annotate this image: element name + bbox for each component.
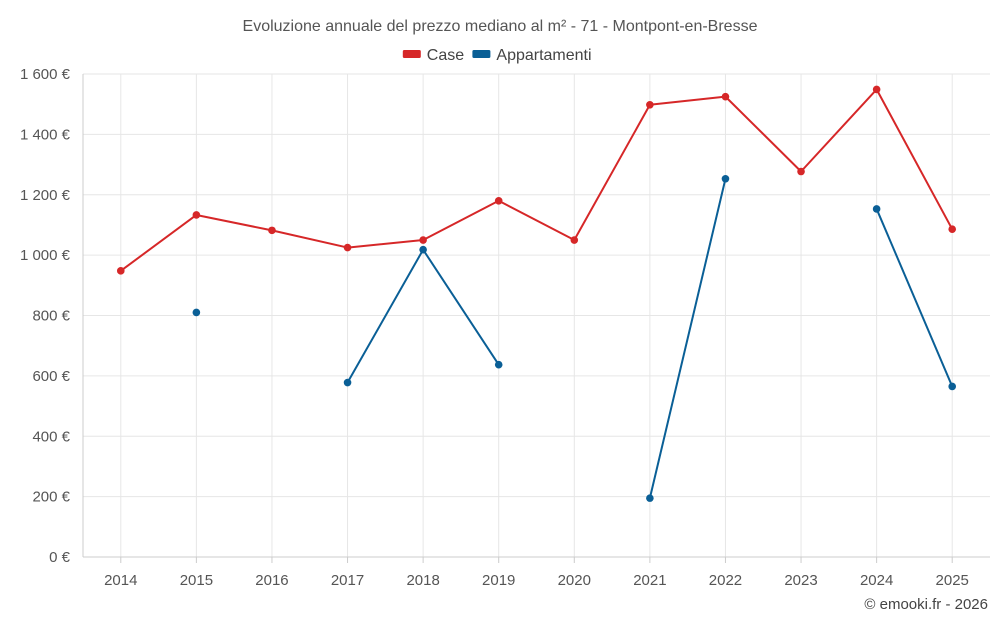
data-point-case[interactable] <box>192 211 201 219</box>
data-point-appartamenti[interactable] <box>419 245 427 254</box>
credit-text: © emooki.fr - 2026 <box>864 596 988 613</box>
legend-item-case[interactable]: Case <box>402 47 464 64</box>
y-tick-label: 800 € <box>32 308 70 325</box>
data-point-appartamenti[interactable] <box>872 205 881 213</box>
data-point-case[interactable] <box>948 225 957 233</box>
x-tick-label: 2016 <box>255 572 288 589</box>
x-tick-label: 2023 <box>784 572 817 589</box>
y-tick-label: 200 € <box>32 489 70 506</box>
x-tick-label: 2015 <box>180 572 213 589</box>
series-line-case <box>120 88 954 272</box>
data-point-case[interactable] <box>646 100 654 109</box>
x-tick-label: 2020 <box>558 572 591 589</box>
series-layer <box>116 85 957 502</box>
y-tick-label: 1 600 € <box>20 66 71 83</box>
data-point-case[interactable] <box>419 236 427 244</box>
y-tick-label: 1 200 € <box>20 187 71 204</box>
legend-swatch-case <box>402 50 421 58</box>
series-line-appartamenti <box>875 208 954 387</box>
gridlines <box>83 73 990 557</box>
y-tick-label: 400 € <box>32 428 70 445</box>
legend-label-appartamenti: Appartamenti <box>496 47 591 64</box>
x-tick-label: 2014 <box>104 572 137 589</box>
data-point-case[interactable] <box>343 243 352 252</box>
y-axis: 0 € 200 € 400 € 600 € 800 € 1 000 € 1 200 € 1 4… <box>20 66 84 566</box>
series-case <box>116 85 957 275</box>
data-point-appartamenti[interactable] <box>948 382 957 391</box>
y-tick-label: 1 400 € <box>20 126 71 143</box>
legend-label-case: Case <box>427 47 464 64</box>
legend-item-appartamenti[interactable]: Appartamenti <box>472 47 592 64</box>
y-tick-label: 1 000 € <box>20 247 71 264</box>
data-point-case[interactable] <box>494 196 503 205</box>
data-point-appartamenti[interactable] <box>494 360 503 369</box>
x-tick-label: 2019 <box>482 572 515 589</box>
series-appartamenti <box>192 174 957 502</box>
x-tick-label: 2021 <box>633 572 666 589</box>
data-point-appartamenti[interactable] <box>343 378 352 387</box>
data-point-appartamenti[interactable] <box>721 174 730 183</box>
x-axis: 2014 2015 2016 2017 2018 2019 2020 2021 2022 2023… <box>83 556 990 589</box>
data-point-case[interactable] <box>570 236 579 244</box>
series-line-appartamenti <box>648 178 727 499</box>
legend: Case Appartamenti <box>402 47 592 64</box>
legend-swatch-appartamenti <box>472 50 491 58</box>
x-tick-label: 2017 <box>331 572 364 589</box>
data-point-appartamenti[interactable] <box>646 494 654 502</box>
y-tick-label: 0 € <box>49 549 71 566</box>
data-point-case[interactable] <box>872 85 881 94</box>
x-tick-label: 2018 <box>406 572 439 589</box>
x-tick-label: 2022 <box>709 572 742 589</box>
data-point-case[interactable] <box>721 92 730 101</box>
data-point-appartamenti[interactable] <box>192 308 201 317</box>
data-point-case[interactable] <box>268 226 276 235</box>
y-tick-label: 600 € <box>32 368 70 385</box>
chart-title: Evoluzione annuale del prezzo mediano al… <box>243 18 758 35</box>
data-point-case[interactable] <box>797 167 805 176</box>
x-tick-label: 2025 <box>936 572 969 589</box>
x-tick-label: 2024 <box>860 572 893 589</box>
data-point-case[interactable] <box>116 267 125 275</box>
